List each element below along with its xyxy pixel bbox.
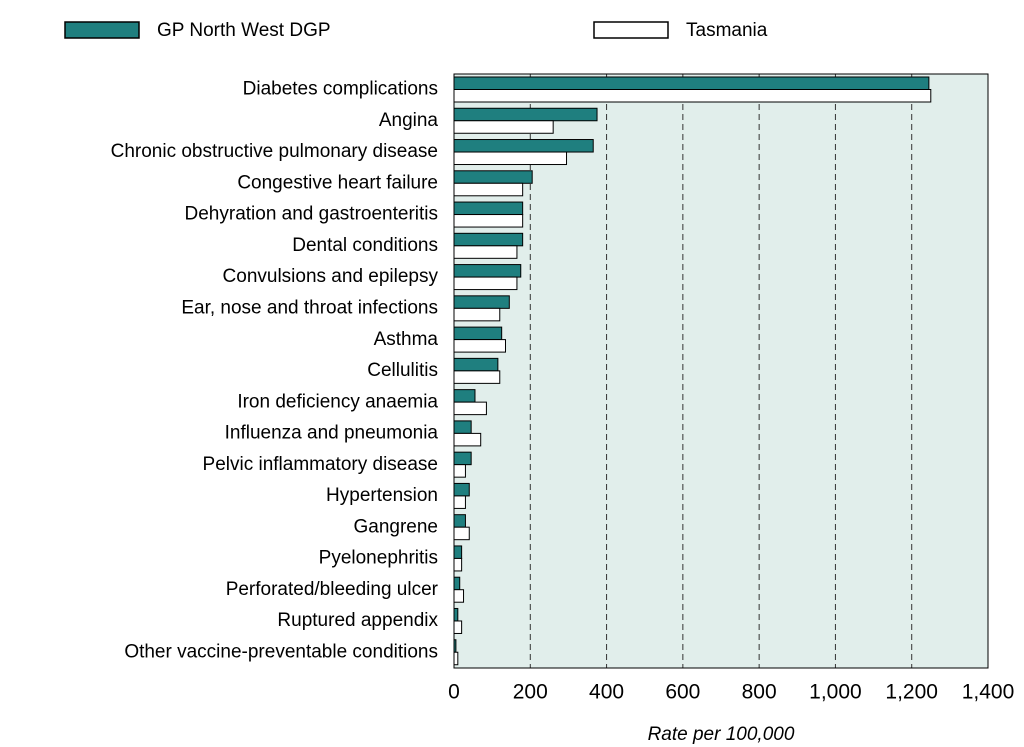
bar [453,232,524,247]
y-tick-label: Congestive heart failure [237,172,438,193]
bar [453,201,524,216]
bar [453,151,568,166]
bar [453,607,459,622]
bar [453,89,932,103]
bar [453,576,461,591]
bar [453,526,470,541]
y-tick-label: Diabetes complications [243,79,438,100]
bar [453,370,501,384]
bar [453,357,499,372]
bar [453,482,470,497]
bar [453,389,476,403]
bar [453,295,510,309]
y-tick-label: Asthma [374,329,439,350]
y-tick-label: Convulsions and epilepsy [223,266,439,287]
y-tick-label: Pyelonephritis [319,548,438,569]
bar [453,245,518,259]
y-tick-label: Iron deficiency anaemia [237,391,438,412]
legend-swatch [593,21,669,39]
bar [453,120,554,134]
y-tick-label: Other vaccine-preventable conditions [124,641,438,662]
x-tick-label: 0 [448,681,460,704]
bar [453,495,466,509]
bar [453,589,465,603]
bar [453,514,466,528]
x-tick-label: 600 [665,681,700,704]
bar [453,276,518,291]
y-tick-label: Cellulitis [367,360,438,381]
y-tick-label: Ear, nose and throat infections [181,297,438,318]
y-tick-label: Dehyration and gastroenteritis [185,204,438,225]
bar [453,214,524,228]
x-axis-title: Rate per 100,000 [648,724,795,745]
x-tick-label: 1,400 [962,681,1015,704]
y-tick-label: Influenza and pneumonia [225,423,439,444]
y-tick-label: Dental conditions [292,235,438,256]
bar [453,170,533,184]
bar [453,326,503,341]
x-tick-label: 1,200 [885,681,938,704]
bar [453,107,598,122]
y-tick-label: Hypertension [326,485,438,506]
bar [453,464,466,478]
bar [453,420,472,434]
bar [453,451,472,466]
bar [453,557,463,572]
bar [453,139,594,153]
bar [453,264,522,278]
y-tick-label: Perforated/bleeding ulcer [226,579,439,600]
legend-label: GP North West DGP [157,20,331,41]
bar [453,339,506,353]
legend-swatch [64,21,140,39]
y-tick-label: Pelvic inflammatory disease [203,454,438,475]
x-tick-label: 800 [742,681,777,704]
bar [453,545,463,559]
plot-border [453,73,989,669]
bar [453,432,482,447]
bar [453,620,463,634]
y-tick-label: Angina [379,110,439,131]
y-tick-label: Ruptured appendix [277,610,438,631]
y-tick-label: Chronic obstructive pulmonary disease [111,141,438,162]
bar [453,307,501,322]
x-tick-label: 400 [589,681,624,704]
bar [453,401,487,416]
bar [453,182,524,197]
plot-background [454,74,988,668]
legend-label: Tasmania [686,20,768,41]
y-tick-label: Gangrene [353,516,438,537]
bar [453,651,459,666]
x-tick-label: 200 [513,681,548,704]
bar [453,76,930,90]
x-tick-label: 1,000 [809,681,862,704]
